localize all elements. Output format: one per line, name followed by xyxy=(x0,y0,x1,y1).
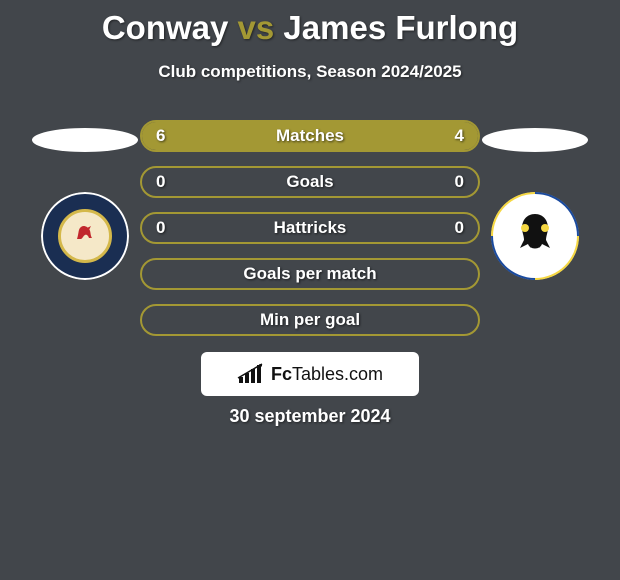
subtitle: Club competitions, Season 2024/2025 xyxy=(0,62,620,82)
watermark-text: FcTables.com xyxy=(271,364,383,385)
watermark-brand-rest: Tables.com xyxy=(292,364,383,384)
stat-bar: 0 0 Hattricks xyxy=(140,212,480,244)
stat-bar: 0 0 Goals xyxy=(140,166,480,198)
stat-label: Hattricks xyxy=(274,218,347,238)
left-player-column xyxy=(30,120,140,336)
player2-club-badge xyxy=(491,192,579,280)
stat-label: Matches xyxy=(276,126,344,146)
eye-icon xyxy=(521,224,529,232)
stat-value-left: 0 xyxy=(156,168,165,196)
stat-bar: 6 4 Matches xyxy=(140,120,480,152)
watermark: FcTables.com xyxy=(201,352,419,396)
crewe-badge-outer xyxy=(41,192,129,280)
date: 30 september 2024 xyxy=(0,406,620,427)
stat-bar: Min per goal xyxy=(140,304,480,336)
lion-icon xyxy=(73,221,97,251)
crewe-badge-inner xyxy=(58,209,112,263)
afc-badge-outer xyxy=(491,192,579,280)
eye-icon xyxy=(541,224,549,232)
player1-photo-placeholder xyxy=(32,128,138,152)
title: Conway vs James Furlong xyxy=(0,0,620,48)
stat-value-right: 0 xyxy=(455,168,464,196)
afc-badge-inner xyxy=(493,194,577,278)
player1-club-badge xyxy=(41,192,129,280)
player2-name: James Furlong xyxy=(283,9,518,46)
right-player-column xyxy=(480,120,590,336)
stats-section: 6 4 Matches 0 0 Goals 0 0 Hattricks Goals per mat… xyxy=(0,120,620,336)
watermark-brand-bold: Fc xyxy=(271,364,292,384)
stat-value-left: 0 xyxy=(156,214,165,242)
player1-name: Conway xyxy=(102,9,229,46)
stat-label: Goals xyxy=(286,172,333,192)
comparison-infographic: Conway vs James Furlong Club competition… xyxy=(0,0,620,580)
stat-bars: 6 4 Matches 0 0 Goals 0 0 Hattricks Goals per mat… xyxy=(140,120,480,336)
vs-label: vs xyxy=(238,9,275,46)
stat-label: Goals per match xyxy=(243,264,376,284)
bar-chart-icon xyxy=(237,363,267,385)
stat-label: Min per goal xyxy=(260,310,360,330)
crewe-badge-ring xyxy=(43,194,127,278)
stat-value-right: 0 xyxy=(455,214,464,242)
stat-value-right: 4 xyxy=(455,122,464,150)
stat-value-left: 6 xyxy=(156,122,165,150)
player2-photo-placeholder xyxy=(482,128,588,152)
eagle-head-icon xyxy=(510,208,560,265)
stat-bar: Goals per match xyxy=(140,258,480,290)
